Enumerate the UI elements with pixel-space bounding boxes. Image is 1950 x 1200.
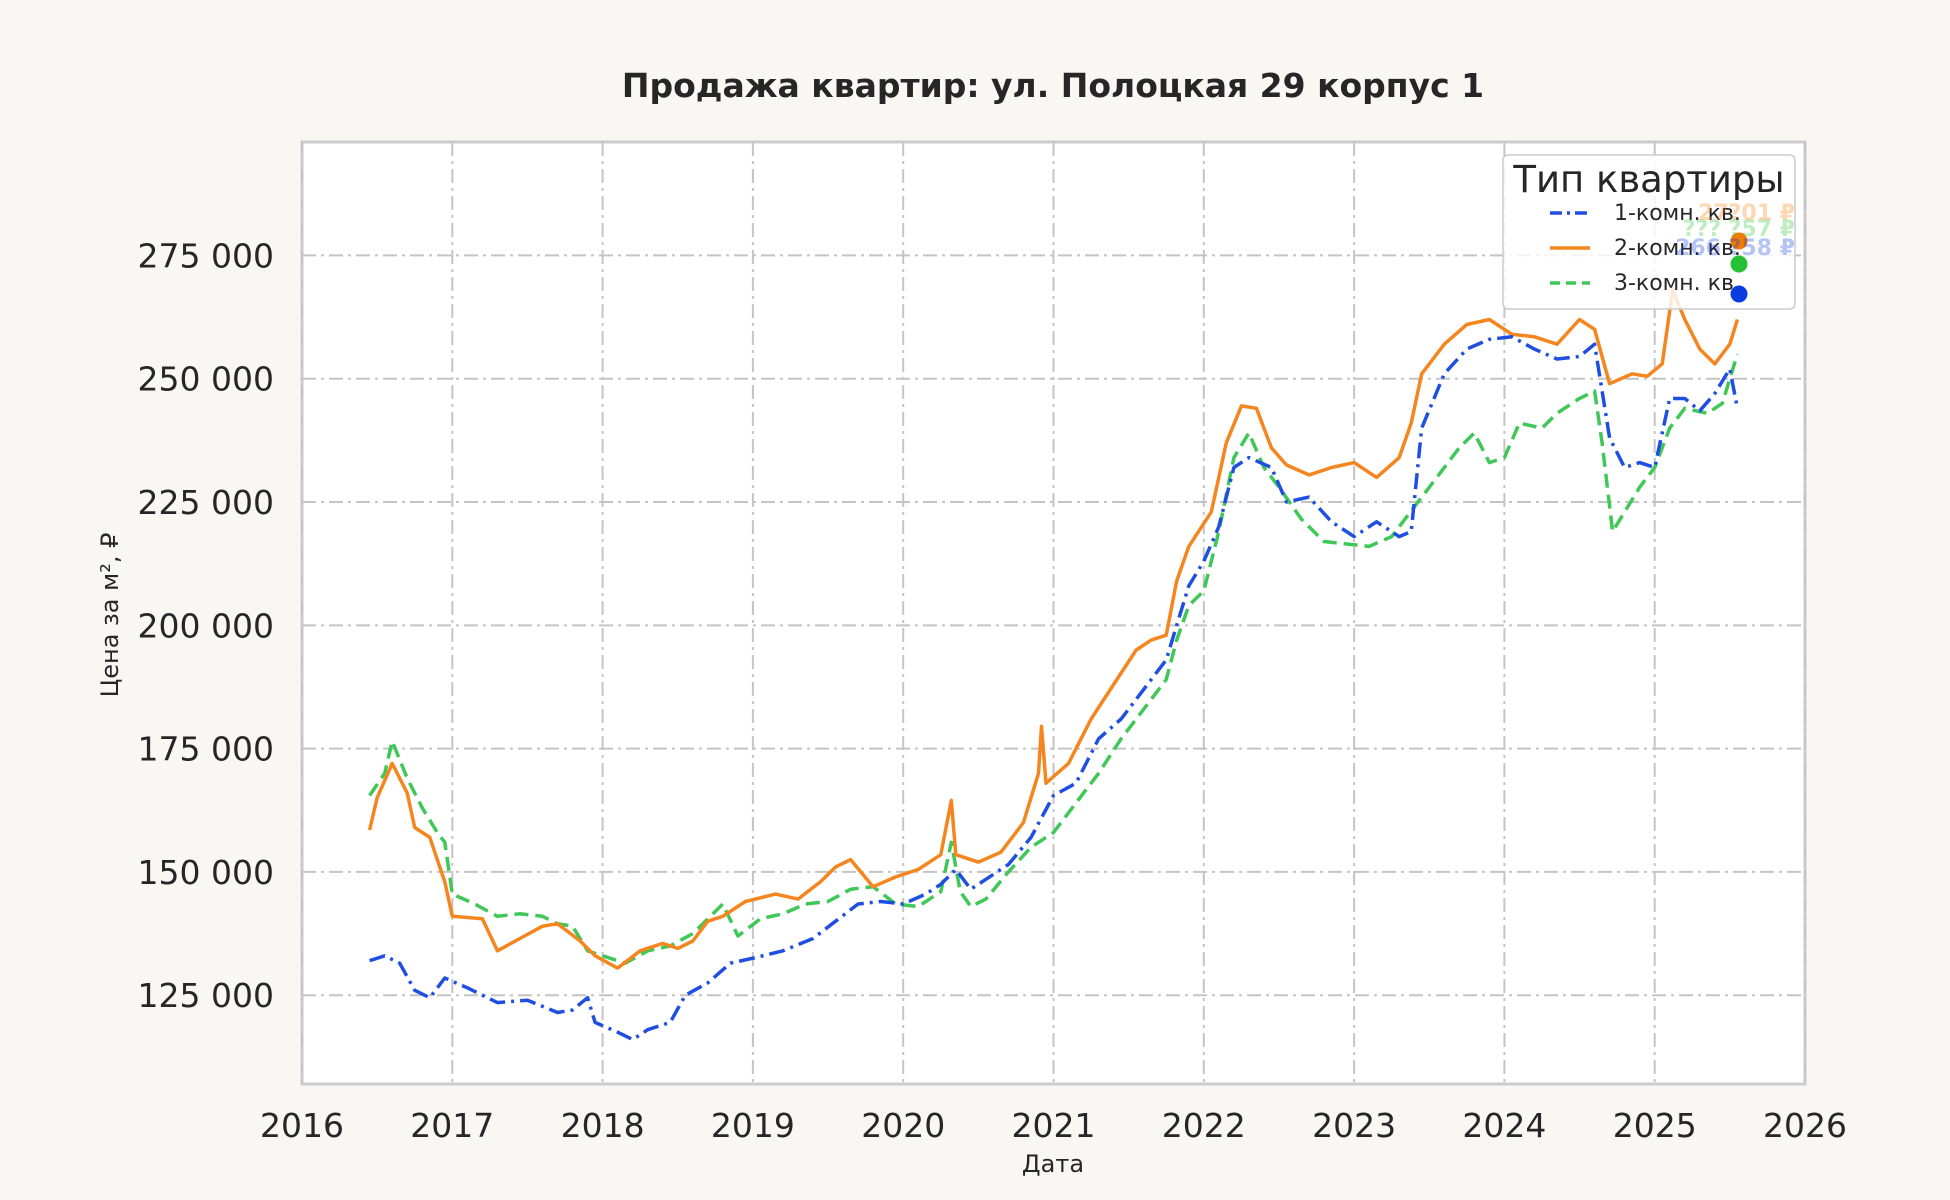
- end-marker-label: ??? ?57 ₽: [1683, 217, 1795, 242]
- y-tick-label: 125 000: [138, 976, 274, 1015]
- x-tick-label: 2019: [711, 1106, 795, 1145]
- legend-entry: 2-комн. кв.: [1614, 236, 1741, 261]
- legend-title: Тип квартиры: [1512, 158, 1784, 201]
- tick-labels: 2016 2017 2018 2019 2020 2021 2022 2023 2024 2025…: [138, 236, 1847, 1145]
- legend-box: [1502, 154, 1796, 310]
- series-line-2: [367, 288, 1740, 970]
- x-tick-label: 2024: [1462, 1106, 1546, 1145]
- legend: Тип квартиры 1-комн. кв. 2-комн. кв. 3-ком…: [1502, 154, 1796, 310]
- end-marker-dot: [1730, 285, 1748, 303]
- chart-title: Продажа квартир: ул. Полоцкая 29 корпус …: [622, 66, 1484, 105]
- y-tick-label: 200 000: [138, 606, 274, 645]
- y-tick-label: 225 000: [138, 483, 274, 522]
- series-line-3: [368, 353, 1740, 965]
- x-tick-label: 2020: [861, 1106, 945, 1145]
- legend-entry: 3-комн. кв.: [1614, 271, 1741, 296]
- x-tick-label: 2025: [1613, 1106, 1697, 1145]
- y-tick-label: 150 000: [138, 853, 274, 892]
- end-marker-dot: [1730, 255, 1748, 273]
- y-tick-label: 175 000: [138, 730, 274, 769]
- series-line-1: [369, 335, 1740, 1042]
- x-tick-label: 2018: [561, 1106, 645, 1145]
- y-axis-label: Цена за м², ₽: [96, 533, 124, 698]
- x-tick-label: 2017: [410, 1106, 494, 1145]
- x-tick-label: 2016: [260, 1106, 344, 1145]
- end-marker-label: 266 ?58 ₽: [1675, 236, 1795, 261]
- y-tick-label: 275 000: [138, 236, 274, 275]
- legend-entry: 1-комн. кв.: [1614, 201, 1741, 226]
- x-tick-label: 2022: [1162, 1106, 1246, 1145]
- x-axis-label: Дата: [1022, 1150, 1084, 1178]
- x-tick-label: 2023: [1312, 1106, 1396, 1145]
- end-marker-dot: [1730, 232, 1748, 250]
- end-markers: 27?01 ₽??? ?57 ₽266 ?58 ₽: [1675, 201, 1795, 303]
- end-marker-label: 27?01 ₽: [1698, 201, 1795, 226]
- x-tick-label: 2021: [1012, 1106, 1096, 1145]
- series-lines: [367, 288, 1740, 1042]
- x-tick-label: 2026: [1763, 1106, 1847, 1145]
- y-tick-label: 250 000: [138, 360, 274, 399]
